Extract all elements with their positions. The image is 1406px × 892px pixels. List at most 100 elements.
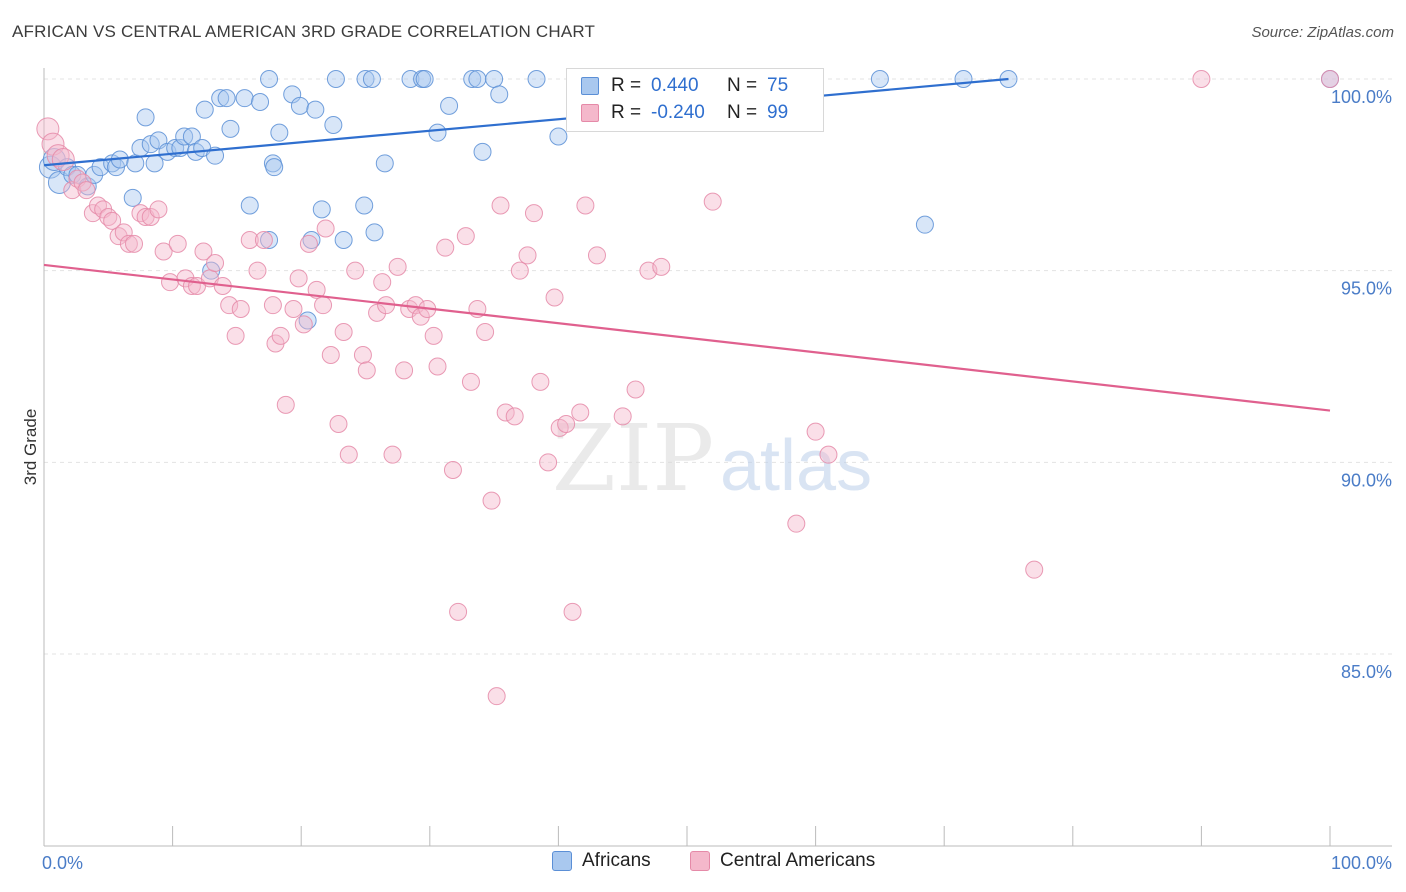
data-point: [270, 123, 289, 142]
data-point: [1321, 70, 1339, 88]
data-point: [284, 300, 303, 318]
data-point: [485, 70, 504, 88]
data-point: [356, 70, 375, 88]
data-point: [527, 70, 546, 88]
data-point: [294, 315, 313, 334]
axes: [43, 68, 1392, 847]
data-point: [339, 445, 358, 464]
data-point: [549, 127, 568, 146]
data-point: [476, 323, 495, 341]
data-point: [326, 70, 345, 88]
x-tick-labels: 0.0% 100.0%: [42, 853, 1392, 873]
data-point: [334, 323, 353, 341]
data-point: [373, 273, 392, 292]
data-point: [314, 296, 333, 315]
data-point: [276, 395, 295, 414]
data-point: [1192, 70, 1211, 88]
data-point: [491, 196, 510, 215]
data-point: [175, 127, 194, 146]
data-point: [576, 196, 595, 215]
data-point: [388, 257, 407, 276]
africans-legend-swatch: [552, 851, 572, 871]
data-point: [626, 380, 645, 399]
data-point: [487, 687, 506, 706]
data-point: [395, 361, 414, 380]
data-point: [428, 357, 447, 376]
trend-lines: [43, 77, 1331, 412]
data-point: [806, 422, 825, 441]
data-point: [334, 231, 353, 249]
data-point: [355, 196, 374, 215]
data-point: [254, 231, 273, 249]
data-point: [231, 300, 250, 318]
africans-swatch: [581, 77, 599, 95]
data-point: [652, 257, 671, 276]
data-point: [235, 89, 254, 108]
legend-item-central-americans[interactable]: Central Americans: [690, 850, 875, 872]
data-point: [194, 242, 213, 261]
data-point: [357, 361, 376, 380]
central-americans-legend-label: Central Americans: [720, 850, 876, 871]
data-point: [703, 192, 722, 211]
y-tick-label: 85.0%: [1341, 662, 1392, 682]
data-point: [787, 514, 806, 533]
data-point: [307, 280, 326, 299]
data-point: [103, 211, 122, 230]
data-point: [428, 123, 447, 142]
data-point: [240, 231, 259, 249]
n-label: N =: [727, 75, 758, 96]
data-point: [440, 96, 459, 115]
data-point: [368, 303, 387, 322]
x-tick-label: 100.0%: [1331, 853, 1392, 873]
data-point: [240, 196, 259, 215]
africans-trend-line: [43, 77, 1009, 167]
central-americans-swatch: [581, 104, 599, 122]
watermark: ZIP atlas: [552, 405, 872, 512]
data-point: [263, 296, 282, 315]
data-point: [461, 372, 480, 391]
data-point: [463, 70, 482, 88]
legend-row-africans: R = 0.440 N = 75: [581, 73, 788, 99]
data-point: [915, 215, 934, 234]
data-point: [290, 96, 309, 115]
n-value: 75: [767, 75, 789, 96]
data-point: [206, 254, 225, 272]
data-point: [954, 70, 973, 88]
data-point: [141, 208, 160, 226]
africans-legend-label: Africans: [582, 850, 651, 871]
data-point: [362, 70, 381, 88]
watermark-atlas: atlas: [720, 426, 872, 506]
n-label: N =: [727, 102, 758, 123]
y-tick-label: 100.0%: [1331, 87, 1392, 107]
data-point: [468, 70, 487, 88]
data-point: [482, 491, 501, 510]
data-point: [36, 117, 60, 141]
data-point: [321, 346, 340, 364]
data-point: [38, 155, 62, 179]
stats-legend: R = 0.440 N = 75 R = -0.240 N = 99: [566, 68, 824, 132]
data-point: [518, 246, 537, 265]
data-point: [1025, 560, 1044, 579]
data-point: [136, 108, 155, 127]
data-point: [182, 127, 201, 146]
central-americans-legend-swatch: [690, 851, 710, 871]
data-point: [819, 445, 838, 464]
central-americans-trend-line: [43, 263, 1331, 412]
x-tick-label: 0.0%: [42, 853, 83, 873]
data-point: [316, 219, 335, 238]
data-point: [490, 85, 509, 104]
data-point: [271, 326, 290, 345]
central-americans-points: [36, 70, 1339, 706]
y-axis-label: 3rd Grade: [21, 409, 40, 486]
data-point: [539, 453, 558, 472]
data-point: [563, 602, 582, 621]
y-tick-labels: 85.0% 90.0% 95.0% 100.0%: [1331, 87, 1392, 682]
data-point: [251, 93, 270, 111]
data-point: [415, 70, 434, 88]
r-label: R =: [611, 75, 642, 96]
data-point: [226, 326, 245, 345]
data-point: [161, 273, 180, 292]
legend-item-africans[interactable]: Africans: [552, 850, 651, 872]
data-point: [587, 246, 606, 265]
data-point: [375, 154, 394, 173]
